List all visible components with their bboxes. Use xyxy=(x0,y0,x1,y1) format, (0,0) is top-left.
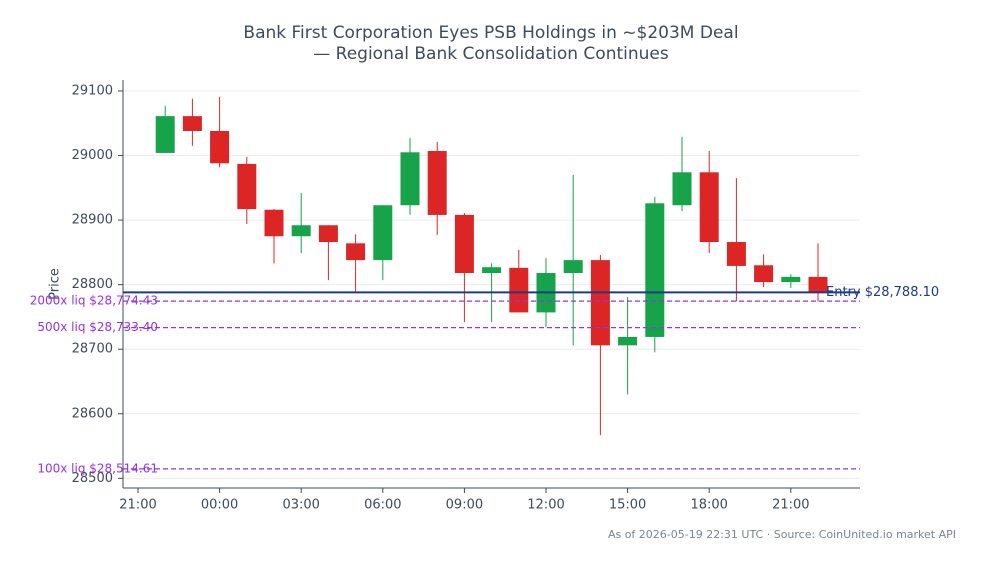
reference-label: 100x liq $28,514.61 xyxy=(37,461,158,475)
reference-label: 2000x liq $28,774.43 xyxy=(30,294,158,308)
candle-body xyxy=(182,116,202,131)
candle-body xyxy=(781,276,801,283)
candle-body xyxy=(400,152,420,206)
candle-body xyxy=(237,163,257,210)
candle-body xyxy=(373,205,393,261)
x-tick-label: 09:00 xyxy=(446,498,483,513)
x-tick-label: 12:00 xyxy=(527,498,564,513)
x-tick-label: 03:00 xyxy=(282,498,319,513)
y-tick-label: 29000 xyxy=(72,148,113,163)
y-tick-label: 28700 xyxy=(72,342,113,357)
candle-body xyxy=(808,276,828,293)
y-tick-label: 28500 xyxy=(72,471,113,486)
reference-label: Entry $28,788.10 xyxy=(826,285,939,300)
chart-title: Bank First Corporation Eyes PSB Holdings… xyxy=(243,23,738,43)
reference-label: 500x liq $28,733.40 xyxy=(37,320,158,334)
x-tick-label: 18:00 xyxy=(690,498,727,513)
candle-body xyxy=(726,242,746,266)
candle-body xyxy=(264,209,284,237)
candle-body xyxy=(291,225,311,237)
x-tick-label: 00:00 xyxy=(201,498,238,513)
candle-body xyxy=(699,172,719,243)
candle-body xyxy=(318,225,338,243)
chart-title: — Regional Bank Consolidation Continues xyxy=(313,44,669,64)
candle-body xyxy=(509,267,529,313)
x-tick-label: 06:00 xyxy=(364,498,401,513)
candle-body xyxy=(454,214,474,274)
y-tick-label: 29100 xyxy=(72,83,113,98)
x-tick-label: 21:00 xyxy=(119,498,156,513)
x-tick-label: 15:00 xyxy=(609,498,646,513)
candle-body xyxy=(618,336,638,346)
y-tick-label: 28900 xyxy=(72,213,113,228)
candle-body xyxy=(645,203,665,337)
footer: As of 2026-05-19 22:31 UTC · Source: Coi… xyxy=(608,528,956,541)
candle-body xyxy=(155,116,175,153)
candle-body xyxy=(346,243,366,261)
candle-body xyxy=(427,151,447,215)
candle-body xyxy=(672,172,692,206)
candle-body xyxy=(210,131,230,164)
candle-body xyxy=(563,260,583,274)
x-tick-label: 21:00 xyxy=(772,498,809,513)
y-tick-label: 28600 xyxy=(72,406,113,421)
candle-body xyxy=(590,260,610,346)
candle-body xyxy=(754,265,774,283)
candle-body xyxy=(482,267,502,274)
y-axis-label: Price xyxy=(48,268,63,300)
y-tick-label: 28800 xyxy=(72,277,113,292)
